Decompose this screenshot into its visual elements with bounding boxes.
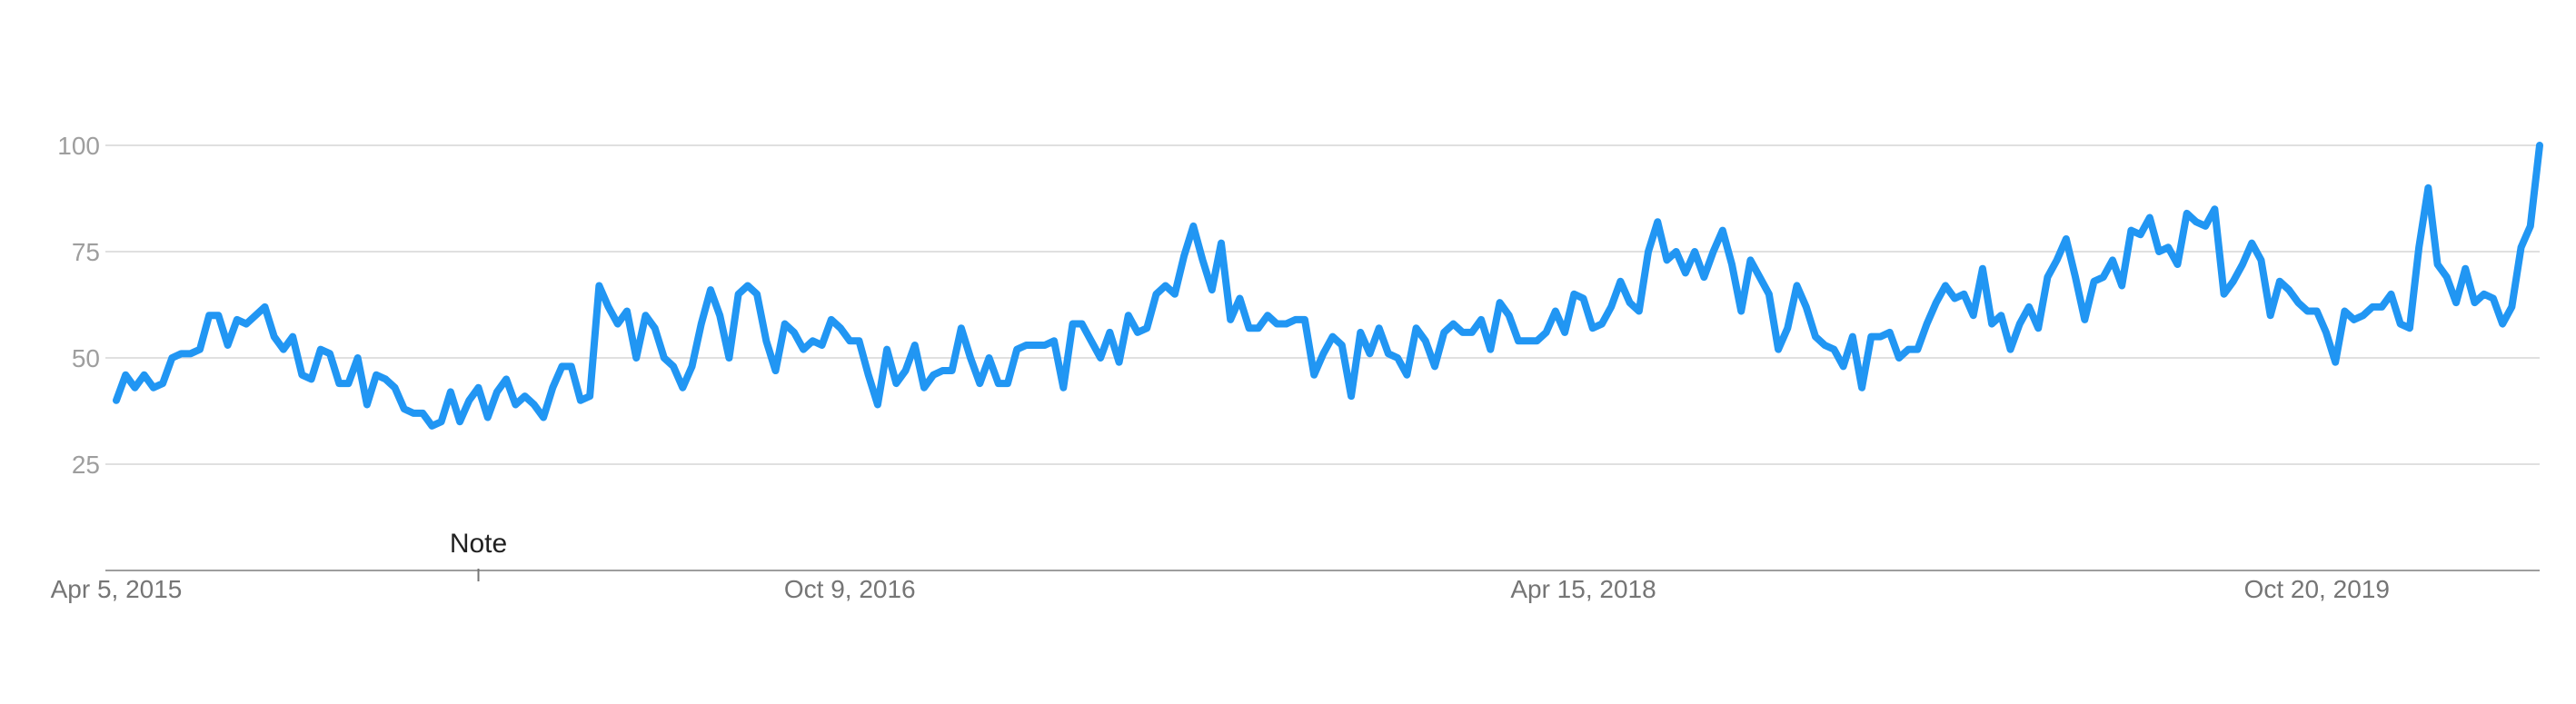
annotation-label-0[interactable]: Note bbox=[450, 529, 507, 559]
x-tick-label-1: Oct 9, 2016 bbox=[784, 575, 916, 603]
series-layer bbox=[113, 142, 2543, 430]
x-tick-label-0: Apr 5, 2015 bbox=[51, 575, 183, 603]
y-tick-label-100: 100 bbox=[57, 132, 100, 160]
x-tick-label-3: Oct 20, 2019 bbox=[2244, 575, 2390, 603]
series-line bbox=[113, 142, 2543, 430]
grid-lines bbox=[105, 144, 2540, 465]
x-tick-label-2: Apr 15, 2018 bbox=[1510, 575, 1656, 603]
y-tick-label-50: 50 bbox=[72, 344, 100, 372]
x-axis-ticks: Apr 5, 2015 Oct 9, 2016 Apr 15, 2018 Oct 20… bbox=[51, 575, 2390, 603]
y-axis-tick-labels: 25 50 75 100 bbox=[57, 132, 100, 479]
y-tick-label-75: 75 bbox=[72, 238, 100, 266]
annotations: Note bbox=[450, 529, 507, 581]
y-tick-label-25: 25 bbox=[72, 451, 100, 479]
